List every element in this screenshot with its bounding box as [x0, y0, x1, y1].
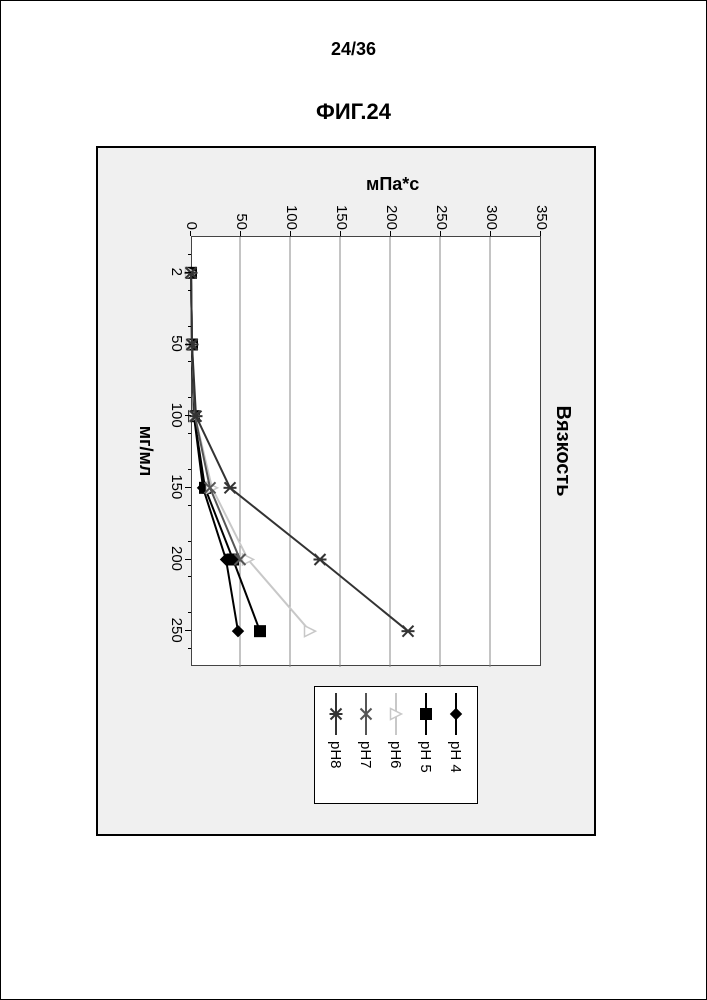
x-minor-tick: [188, 433, 191, 434]
x-minor-tick: [188, 397, 191, 398]
legend-marker: [355, 691, 377, 737]
legend-marker: [445, 691, 467, 737]
x-tick-label: 100: [168, 403, 185, 428]
x-minor-tick: [188, 254, 191, 255]
legend-label: pH 4: [448, 737, 465, 773]
y-tick-label: 0: [183, 192, 200, 230]
x-tick-mark: [185, 415, 191, 416]
x-tick-mark: [185, 272, 191, 273]
legend-item: pH8: [321, 691, 351, 799]
y-tick-mark: [240, 231, 241, 236]
x-minor-tick: [188, 576, 191, 577]
legend-label: pH8: [328, 737, 345, 769]
legend-label: pH6: [388, 737, 405, 769]
x-minor-tick: [188, 361, 191, 362]
legend-item: pH6: [381, 691, 411, 799]
legend-label: pH 5: [418, 737, 435, 773]
y-tick-mark: [540, 231, 541, 236]
y-tick-label: 200: [383, 192, 400, 230]
legend: pH 4 pH 5 pH6 pH7 pH8: [314, 686, 478, 804]
chart-title: Вязкость: [551, 236, 574, 666]
y-tick-label: 50: [233, 192, 250, 230]
legend-item: pH 4: [441, 691, 471, 799]
legend-marker: [415, 691, 437, 737]
legend-marker: [325, 691, 347, 737]
x-minor-tick: [188, 290, 191, 291]
page-number: 24/36: [1, 39, 706, 60]
x-tick-label: 150: [168, 474, 185, 499]
x-tick-label: 2: [168, 268, 185, 276]
y-tick-mark: [440, 231, 441, 236]
y-tick-label: 250: [433, 192, 450, 230]
x-tick-label: 50: [168, 335, 185, 352]
chart-svg: [190, 237, 540, 667]
x-minor-tick: [188, 648, 191, 649]
legend-item: pH 5: [411, 691, 441, 799]
x-minor-tick: [188, 612, 191, 613]
y-tick-label: 100: [283, 192, 300, 230]
y-tick-mark: [340, 231, 341, 236]
x-tick-mark: [185, 344, 191, 345]
x-axis-label: мг/мл: [135, 236, 156, 666]
plot-area: [191, 236, 541, 666]
x-minor-tick: [188, 505, 191, 506]
x-minor-tick: [188, 326, 191, 327]
x-tick-label: 250: [168, 618, 185, 643]
y-tick-label: 300: [483, 192, 500, 230]
legend-marker: [385, 691, 407, 737]
figure-label: ФИГ.24: [1, 99, 706, 125]
legend-item: pH7: [351, 691, 381, 799]
legend-label: pH7: [358, 737, 375, 769]
chart-rotated-container: Вязкость мПа*с мг/мл 0501001502002503003…: [96, 146, 596, 836]
x-tick-mark: [185, 559, 191, 560]
y-tick-mark: [190, 231, 191, 236]
x-minor-tick: [188, 469, 191, 470]
x-tick-label: 200: [168, 546, 185, 571]
page-frame: 24/36 ФИГ.24 Вязкость мПа*с мг/мл 050100…: [0, 0, 707, 1000]
x-tick-mark: [185, 487, 191, 488]
y-tick-label: 350: [533, 192, 550, 230]
y-tick-mark: [390, 231, 391, 236]
x-tick-mark: [185, 630, 191, 631]
y-tick-label: 150: [333, 192, 350, 230]
y-tick-mark: [290, 231, 291, 236]
y-tick-mark: [490, 231, 491, 236]
x-minor-tick: [188, 541, 191, 542]
